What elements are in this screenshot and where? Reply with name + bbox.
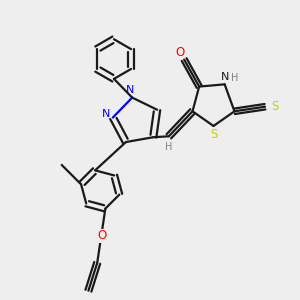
Text: H: H: [165, 142, 172, 152]
Text: H: H: [231, 73, 238, 83]
Text: N: N: [102, 109, 110, 119]
Text: S: S: [271, 100, 278, 113]
Text: N: N: [220, 72, 229, 82]
Text: O: O: [97, 229, 106, 242]
Text: S: S: [210, 128, 217, 141]
Text: O: O: [176, 46, 185, 59]
Text: N: N: [126, 85, 135, 95]
